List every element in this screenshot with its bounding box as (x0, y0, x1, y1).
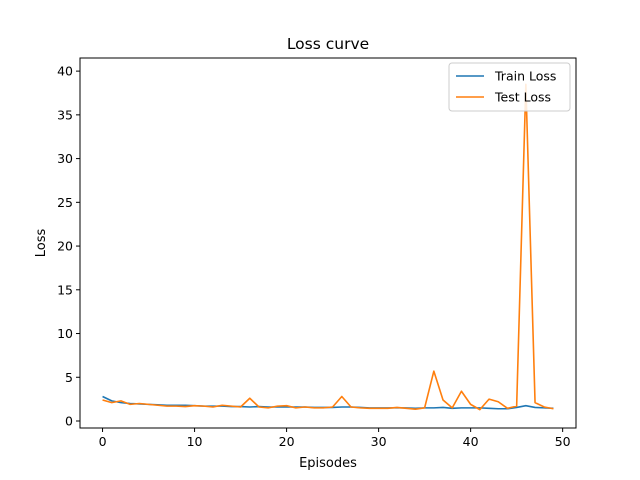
legend-label-test-loss: Test Loss (494, 90, 551, 105)
y-axis-label: Loss (34, 229, 49, 258)
y-tick-label: 30 (57, 151, 73, 166)
y-tick-label: 10 (57, 326, 73, 341)
x-tick-label: 30 (371, 434, 387, 449)
y-tick-label: 15 (57, 282, 73, 297)
legend-box (448, 62, 571, 112)
y-tick-label: 0 (65, 414, 73, 429)
y-tick-label: 25 (57, 195, 73, 210)
y-tick-label: 5 (65, 370, 73, 385)
x-tick-label: 10 (187, 434, 203, 449)
legend-label-train-loss: Train Loss (494, 69, 556, 84)
plot-frame (79, 57, 577, 429)
x-axis-ticks: 0 10 20 30 40 50 (99, 428, 571, 449)
x-axis-label: Episodes (299, 456, 357, 471)
y-tick-label: 35 (57, 107, 73, 122)
y-tick-label: 20 (57, 239, 73, 254)
plot-area (80, 58, 576, 428)
x-tick-label: 20 (279, 434, 295, 449)
x-tick-label: 50 (555, 434, 571, 449)
series-lines (102, 83, 554, 411)
series-line-test-loss (102, 83, 554, 411)
plot-background (80, 58, 576, 428)
x-tick-label: 0 (99, 434, 107, 449)
chart-title: Loss curve (287, 35, 369, 53)
legend: Train Loss Test Loss (448, 62, 571, 112)
x-tick-label: 40 (463, 434, 479, 449)
y-axis-ticks: 0 5 10 15 20 25 30 35 40 (57, 64, 80, 429)
y-tick-label: 40 (57, 64, 73, 79)
